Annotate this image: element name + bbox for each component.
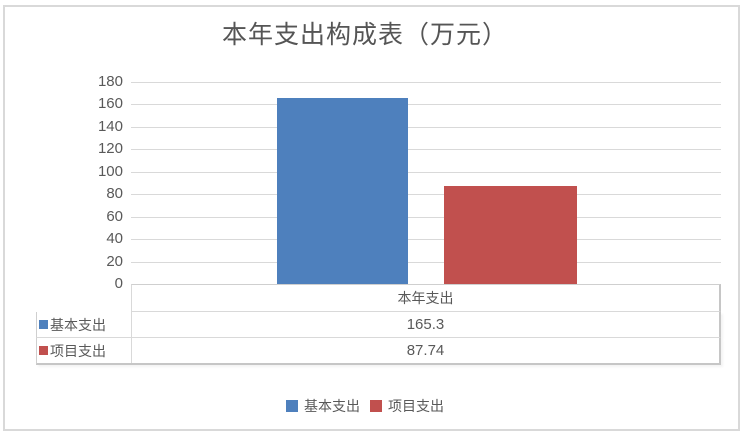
legend-item-basic-expense[interactable]: 基本支出 xyxy=(286,396,360,416)
series-name-label: 项目支出 xyxy=(50,342,106,359)
y-axis-tick-label: 40 xyxy=(106,230,123,247)
table-row: 项目支出 87.74 xyxy=(36,338,721,365)
series-name-cell: 基本支出 xyxy=(37,312,132,337)
table-row: 基本支出 165.3 xyxy=(36,312,721,338)
legend-label: 项目支出 xyxy=(388,398,444,414)
series-value-cell: 87.74 xyxy=(406,342,445,359)
y-axis-tick-label: 20 xyxy=(106,253,123,270)
gridline xyxy=(131,194,721,195)
y-axis-tick-label: 120 xyxy=(97,140,123,157)
series-value-cell: 165.3 xyxy=(406,316,445,333)
bar-basic-expense[interactable] xyxy=(277,98,408,284)
bar-project-expense[interactable] xyxy=(444,186,577,284)
legend-key-icon xyxy=(370,400,382,412)
plot-area[interactable] xyxy=(131,82,721,284)
gridline xyxy=(131,172,721,173)
y-axis-tick-label: 180 xyxy=(97,73,123,90)
gridline xyxy=(131,262,721,263)
y-axis-tick-label: 140 xyxy=(97,118,123,135)
legend-key-icon xyxy=(286,400,298,412)
legend-item-project-expense[interactable]: 项目支出 xyxy=(370,396,444,416)
y-axis-tick-label: 160 xyxy=(97,95,123,112)
gridline xyxy=(131,239,721,240)
gridline xyxy=(131,149,721,150)
series-key-icon xyxy=(39,346,48,355)
gridline xyxy=(131,217,721,218)
series-name-cell: 项目支出 xyxy=(37,338,132,363)
legend-label: 基本支出 xyxy=(304,398,360,414)
series-key-icon xyxy=(39,320,48,329)
y-axis-tick-label: 80 xyxy=(106,185,123,202)
gridline xyxy=(131,127,721,128)
series-name-label: 基本支出 xyxy=(50,316,106,333)
category-axis-label: 本年支出 xyxy=(131,284,721,312)
gridline xyxy=(131,82,721,83)
y-axis-tick-label: 100 xyxy=(97,163,123,180)
y-axis-tick-label: 0 xyxy=(114,275,123,292)
y-axis-tick-label: 60 xyxy=(106,208,123,225)
legend: 基本支出 项目支出 xyxy=(0,396,730,416)
gridline xyxy=(131,104,721,105)
chart-title: 本年支出构成表（万元） xyxy=(221,20,508,49)
